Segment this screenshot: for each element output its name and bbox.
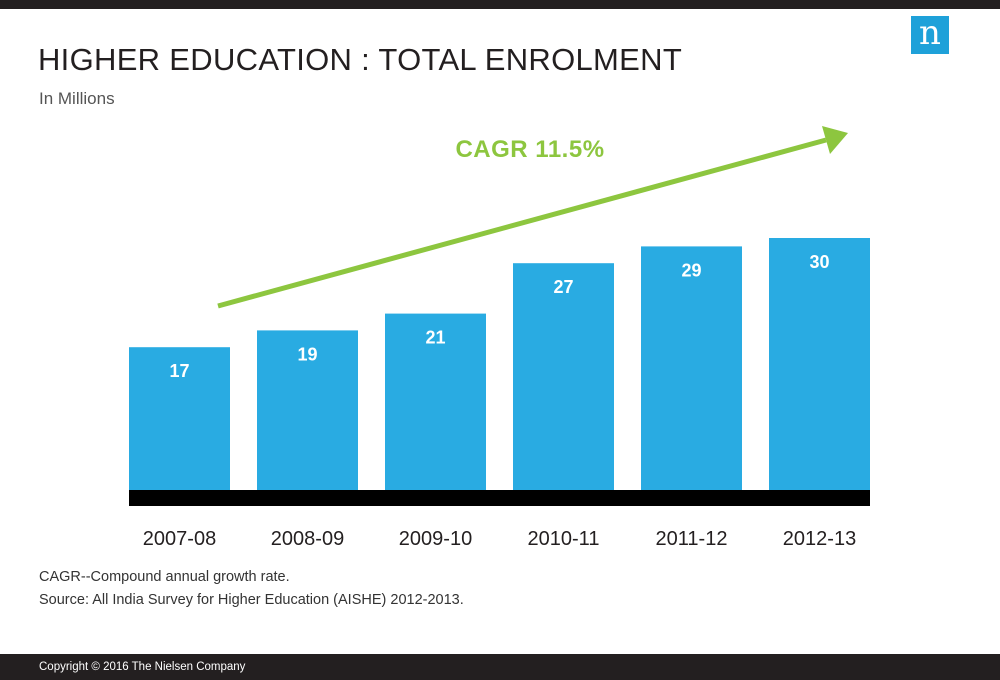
- bar-value-label: 17: [169, 361, 189, 381]
- x-tick-label: 2009-10: [399, 528, 472, 550]
- bar-2010-11: [513, 263, 614, 490]
- chart-subtitle: In Millions: [39, 89, 115, 108]
- x-tick-label: 2011-12: [656, 528, 728, 550]
- footnote-cagr: CAGR--Compound annual growth rate.: [39, 569, 290, 585]
- bar-value-label: 30: [809, 252, 829, 272]
- growth-arrow-head-icon: [822, 126, 848, 154]
- bar-value-label: 21: [425, 328, 445, 348]
- copyright-text: Copyright © 2016 The Nielsen Company: [39, 661, 246, 673]
- bar-value-label: 29: [681, 260, 701, 280]
- cagr-annotation: CAGR 11.5%: [455, 136, 604, 163]
- footnotes: CAGR--Compound annual growth rate. Sourc…: [39, 566, 464, 612]
- growth-arrow-line: [217, 137, 827, 309]
- bar-2009-10: [385, 313, 486, 490]
- bar-2012-13: [769, 238, 870, 490]
- bar-2008-09: [257, 330, 358, 490]
- x-tick-label: 2008-09: [271, 528, 344, 550]
- footer-bar: Copyright © 2016 The Nielsen Company: [0, 654, 1000, 680]
- x-tick-label: 2007-08: [143, 528, 216, 550]
- x-tick-label: 2010-11: [528, 528, 600, 550]
- x-tick-label: 2012-13: [783, 528, 856, 550]
- x-axis-baseline: [129, 490, 870, 506]
- bar-value-label: 27: [553, 277, 573, 297]
- chart-title: HIGHER EDUCATION : TOTAL ENROLMENT: [38, 42, 683, 77]
- bar-chart: 17 2007-08 19 2008-09 21 2009-10 27 2010-11 29 20…: [129, 126, 870, 550]
- bar-2011-12: [641, 246, 742, 490]
- footnote-source: Source: All India Survey for Higher Educ…: [39, 592, 464, 608]
- bar-value-label: 19: [297, 344, 317, 364]
- nielsen-logo-icon: n: [911, 16, 949, 54]
- top-bar: [0, 0, 1000, 9]
- bar-2007-08: [129, 347, 230, 490]
